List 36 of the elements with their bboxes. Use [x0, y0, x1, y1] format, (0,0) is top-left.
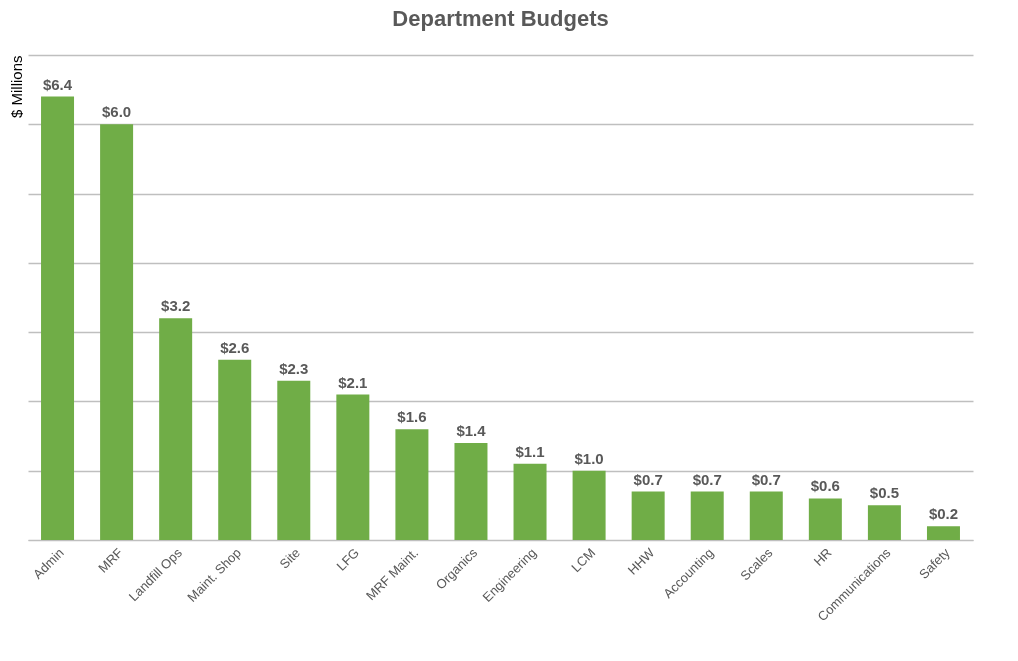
- bar: [867, 505, 901, 540]
- data-label: $2.1: [338, 373, 368, 391]
- bar: [808, 498, 842, 540]
- data-label: $0.7: [633, 470, 663, 488]
- data-label: $0.7: [751, 470, 781, 488]
- x-tick-label: LFG: [333, 545, 363, 574]
- bar: [926, 526, 960, 540]
- bar: [513, 463, 547, 540]
- data-label: $1.4: [456, 422, 487, 439]
- data-label: $1.1: [515, 442, 545, 460]
- data-label: $2.3: [279, 359, 309, 377]
- data-label: $6.4: [42, 75, 73, 93]
- bar: [159, 318, 193, 540]
- data-label: $1.6: [397, 408, 427, 426]
- bar: [631, 491, 665, 540]
- bar: [218, 359, 252, 540]
- chart-title: Department Budgets: [392, 6, 609, 31]
- data-label: $0.2: [928, 505, 959, 523]
- bar: [454, 443, 488, 540]
- data-label: $2.6: [220, 338, 250, 356]
- data-label: $0.5: [869, 484, 900, 502]
- bar: [336, 394, 370, 540]
- y-axis-title: $ Millions: [7, 55, 25, 119]
- bar: [277, 380, 311, 540]
- bar: [100, 124, 134, 540]
- bar: [572, 470, 606, 540]
- data-label: $0.7: [692, 470, 722, 488]
- data-label: $1.0: [574, 449, 604, 467]
- bar: [395, 429, 429, 540]
- data-label: $0.6: [810, 477, 840, 495]
- data-label: $3.2: [161, 297, 191, 315]
- bar: [41, 96, 75, 540]
- bar: [690, 491, 724, 540]
- bar: [749, 491, 783, 540]
- data-label: $6.0: [101, 103, 132, 121]
- x-tick-label: Site: [276, 545, 303, 572]
